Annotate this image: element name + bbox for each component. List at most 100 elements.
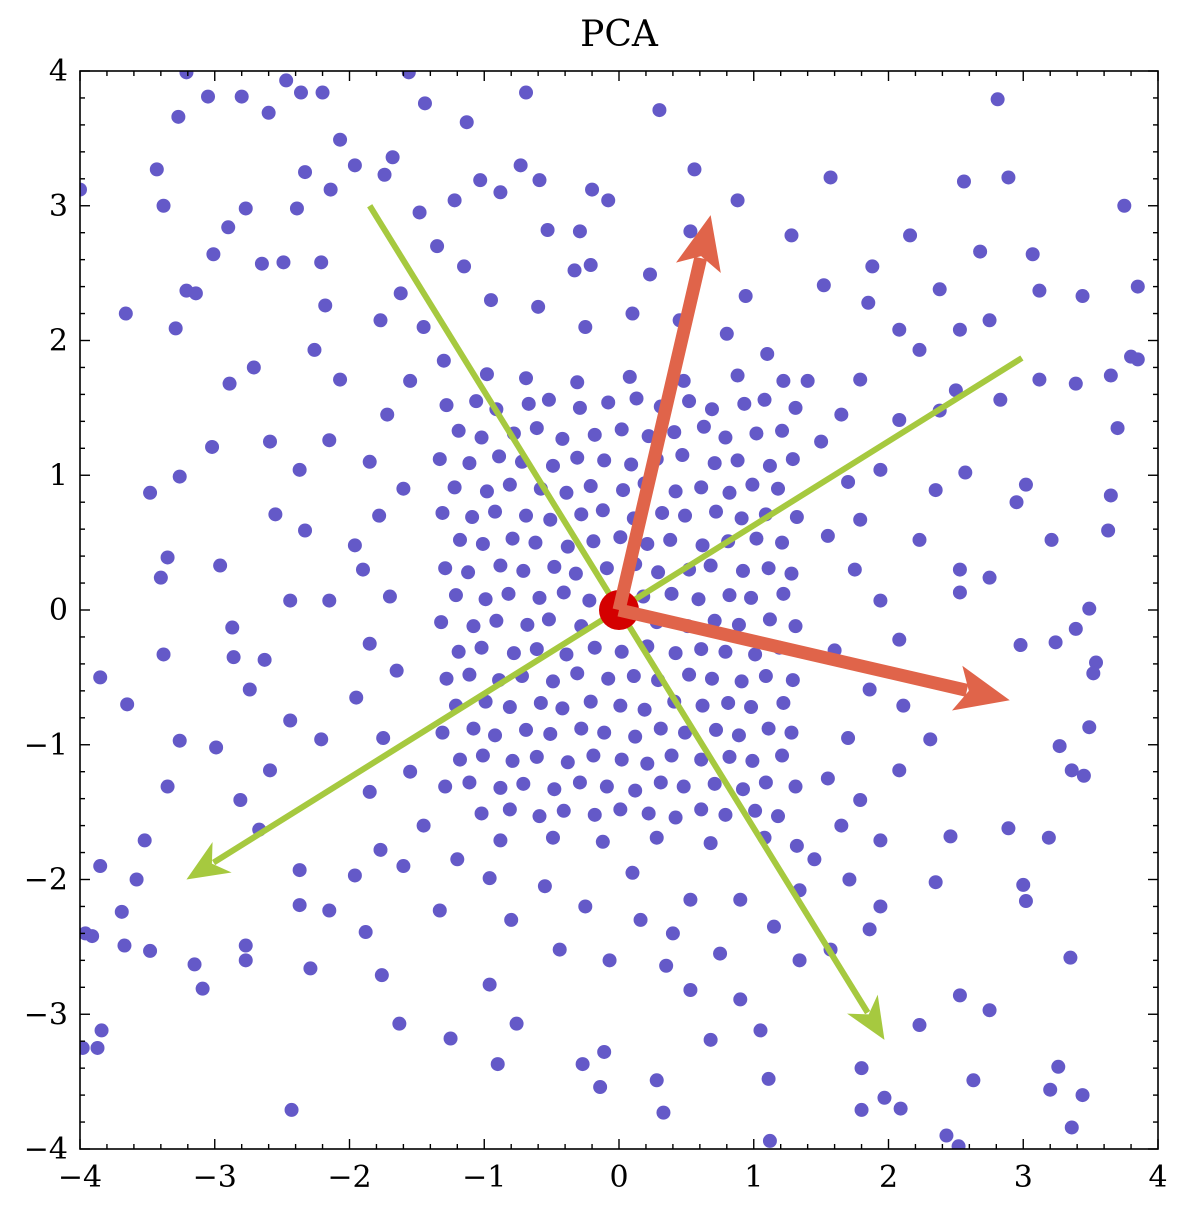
data-point: [993, 392, 1008, 407]
data-point: [234, 89, 249, 104]
data-point: [358, 925, 373, 940]
data-point: [762, 612, 777, 627]
y-tick-label: −1: [24, 728, 68, 763]
data-point: [834, 818, 849, 833]
data-point: [761, 1071, 776, 1086]
data-point: [529, 421, 544, 436]
data-point: [862, 682, 877, 697]
data-point: [257, 652, 272, 667]
data-point: [784, 725, 799, 740]
data-point: [303, 961, 318, 976]
data-point: [555, 701, 570, 716]
data-point: [292, 863, 307, 878]
data-point: [707, 613, 722, 628]
data-point: [513, 158, 528, 173]
data-point: [771, 809, 786, 824]
data-point: [438, 779, 453, 794]
data-point: [238, 938, 253, 953]
data-point: [847, 562, 862, 577]
data-point: [377, 167, 392, 182]
data-point: [466, 619, 481, 634]
data-point: [788, 400, 803, 415]
data-point: [575, 1057, 590, 1072]
data-point: [559, 647, 574, 662]
data-point: [572, 400, 587, 415]
data-point: [501, 586, 516, 601]
x-tick-label: −1: [462, 1160, 506, 1195]
data-point: [374, 968, 389, 983]
data-point: [841, 474, 856, 489]
data-point: [156, 647, 171, 662]
data-point: [323, 182, 338, 197]
data-point: [556, 803, 571, 818]
data-point: [676, 779, 691, 794]
data-point: [1001, 821, 1016, 836]
data-point: [462, 775, 477, 790]
data-point: [753, 1023, 768, 1038]
data-point: [601, 193, 616, 208]
y-tick-label: 4: [49, 54, 68, 89]
data-point: [912, 342, 927, 357]
data-point: [873, 899, 888, 914]
data-point: [734, 511, 749, 526]
data-point: [695, 538, 710, 553]
data-point: [622, 369, 637, 384]
data-point: [682, 667, 697, 682]
data-point: [435, 505, 450, 520]
data-point: [694, 642, 709, 657]
data-point: [521, 396, 536, 411]
data-point: [722, 749, 737, 764]
data-point: [1041, 830, 1056, 845]
data-point: [187, 957, 202, 972]
data-point: [572, 775, 587, 790]
data-point: [745, 753, 760, 768]
data-point: [834, 407, 849, 422]
data-point: [789, 510, 804, 525]
data-point: [179, 71, 194, 80]
data-point: [958, 465, 973, 480]
data-point: [292, 898, 307, 913]
data-point: [479, 484, 494, 499]
data-point: [143, 943, 158, 958]
data-point: [719, 326, 734, 341]
data-point: [118, 306, 133, 321]
data-point: [506, 646, 521, 661]
data-point: [462, 667, 477, 682]
data-point: [683, 982, 698, 997]
data-point: [613, 802, 628, 817]
data-point: [488, 728, 503, 743]
data-point: [761, 721, 776, 736]
data-point: [1032, 372, 1047, 387]
data-point: [1009, 495, 1024, 510]
data-point: [625, 306, 640, 321]
data-point: [578, 899, 593, 914]
data-point: [586, 534, 601, 549]
data-point: [452, 752, 467, 767]
data-point: [923, 732, 938, 747]
data-point: [479, 367, 494, 382]
data-point: [519, 371, 534, 386]
data-point: [537, 879, 552, 894]
data-point: [775, 535, 790, 550]
data-point: [583, 258, 598, 273]
data-point: [952, 322, 967, 337]
x-tick-label: 1: [744, 1160, 763, 1195]
data-point: [641, 806, 656, 821]
x-tick-label: 3: [1014, 1160, 1033, 1195]
data-point: [665, 926, 680, 941]
data-point: [853, 512, 868, 527]
data-point: [939, 1128, 954, 1143]
data-point: [854, 1061, 869, 1076]
data-point: [788, 619, 803, 634]
data-point: [784, 228, 799, 243]
data-point: [541, 612, 556, 627]
data-point: [762, 458, 777, 473]
data-point: [396, 859, 411, 874]
data-point: [1130, 279, 1145, 294]
data-point: [519, 508, 534, 523]
data-point: [730, 193, 745, 208]
data-point: [760, 346, 775, 361]
data-point: [560, 539, 575, 554]
data-point: [292, 462, 307, 477]
data-point: [502, 477, 517, 492]
